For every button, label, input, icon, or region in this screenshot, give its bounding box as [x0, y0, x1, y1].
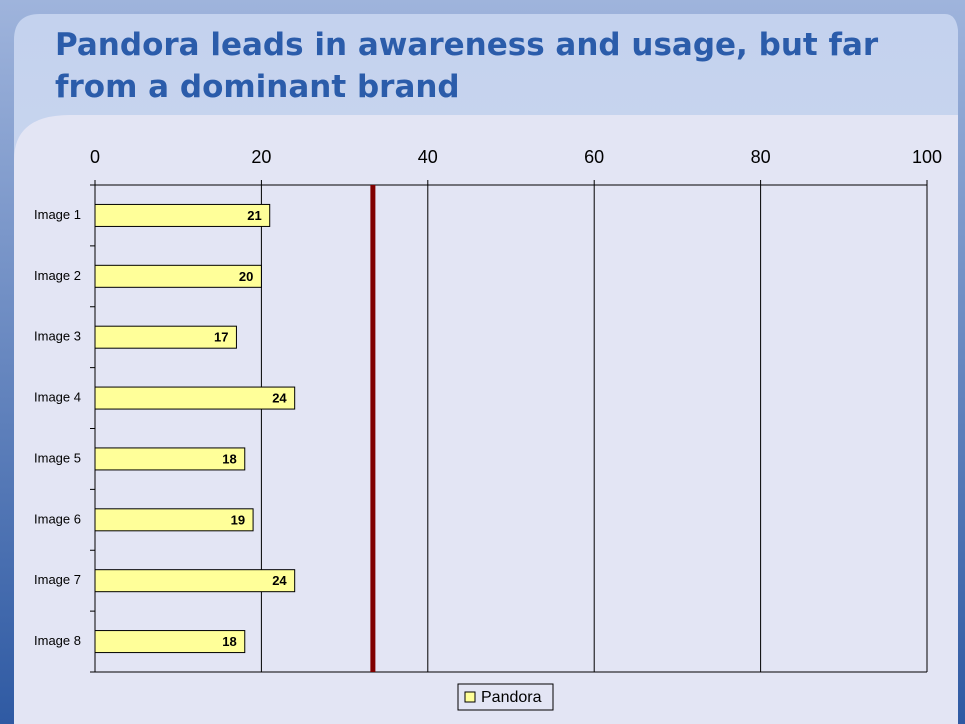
- data-label: 17: [214, 330, 228, 345]
- bar: [94, 508, 254, 532]
- x-tick-label: 40: [418, 147, 438, 167]
- data-label: 18: [222, 451, 236, 466]
- data-label: 19: [231, 512, 245, 527]
- data-label: 20: [239, 269, 253, 284]
- y-tick-label: Image 5: [34, 450, 81, 465]
- plot-area: 0 20 40 60 80 100 Image 1 21 Image 2 20 Image 3 17 I…: [34, 147, 942, 711]
- bar: [94, 447, 246, 471]
- slide-title: Pandora leads in awareness and usage, bu…: [55, 27, 879, 105]
- x-tick-label: 100: [912, 147, 942, 167]
- y-tick-label: Image 4: [34, 390, 81, 405]
- y-tick-label: Image 8: [34, 633, 81, 648]
- y-tick-label: Image 3: [34, 329, 81, 344]
- legend-label: Pandora: [481, 689, 542, 706]
- bar: [94, 386, 296, 410]
- x-tick-label: 60: [584, 147, 604, 167]
- bar: [94, 203, 271, 227]
- y-tick-label: Image 2: [34, 268, 81, 283]
- bar: [94, 325, 237, 349]
- data-label: 18: [222, 634, 236, 649]
- data-label: 24: [272, 573, 287, 588]
- x-tick-label: 80: [751, 147, 771, 167]
- x-tick-label: 20: [251, 147, 271, 167]
- bar: [94, 630, 246, 654]
- y-tick-label: Image 7: [34, 572, 81, 587]
- bar: [94, 569, 296, 593]
- bar: [94, 264, 262, 288]
- x-tick-label: 0: [90, 147, 100, 167]
- data-label: 24: [272, 391, 287, 406]
- y-tick-label: Image 6: [34, 511, 81, 526]
- data-label: 21: [247, 208, 261, 223]
- legend-swatch: [464, 691, 476, 703]
- y-tick-label: Image 1: [34, 207, 81, 222]
